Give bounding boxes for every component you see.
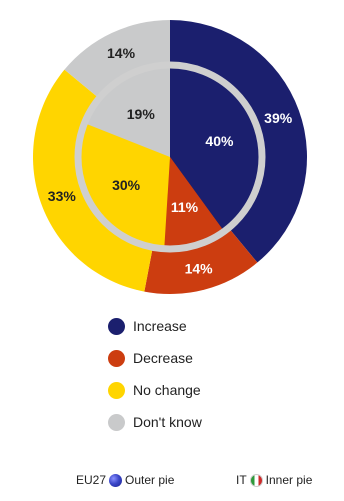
outer-pie-key: EU27 Outer pie bbox=[76, 473, 174, 487]
outer-label-decrease: 14% bbox=[185, 260, 214, 276]
legend-label-increase: Increase bbox=[133, 318, 187, 334]
slice-labels: 39% 14% 33% 14% 40% 11% 30% 19% bbox=[48, 45, 293, 276]
legend: Increase Decrease No change Don't know bbox=[108, 316, 308, 444]
pie-chart: 39% 14% 33% 14% 40% 11% 30% 19% bbox=[33, 20, 308, 294]
legend-swatch-decrease bbox=[108, 349, 125, 367]
separator-ring bbox=[74, 61, 266, 253]
legend-item-increase: Increase bbox=[108, 316, 308, 336]
legend-swatch-increase bbox=[108, 317, 125, 335]
legend-item-dont-know: Don't know bbox=[108, 412, 308, 432]
eu-flag-icon bbox=[109, 473, 123, 487]
outer-label-no-change: 33% bbox=[48, 188, 77, 204]
inner-pie-text: Inner pie bbox=[265, 473, 313, 487]
pie-key-footer: EU27 Outer pie IT Inner pie bbox=[0, 473, 344, 491]
legend-label-decrease: Decrease bbox=[133, 350, 193, 366]
inner-label-decrease: 11% bbox=[171, 199, 199, 215]
legend-item-decrease: Decrease bbox=[108, 348, 308, 368]
inner-label-no-change: 30% bbox=[112, 177, 141, 193]
legend-swatch-dont-know bbox=[108, 413, 125, 431]
outer-label-don-t-know: 14% bbox=[107, 45, 136, 61]
outer-label-increase: 39% bbox=[264, 110, 293, 126]
inner-slice-don-t-know bbox=[86, 67, 170, 157]
legend-label-no-change: No change bbox=[133, 382, 201, 398]
inner-pie-prefix: IT bbox=[236, 473, 247, 487]
inner-label-don-t-know: 19% bbox=[127, 106, 156, 122]
inner-slice-decrease bbox=[164, 157, 223, 247]
inner-pie-key: IT Inner pie bbox=[236, 473, 312, 487]
inner-slice-increase bbox=[170, 67, 260, 230]
legend-label-dont-know: Don't know bbox=[133, 414, 202, 430]
inner-label-increase: 40% bbox=[205, 133, 234, 149]
italy-flag-icon bbox=[249, 473, 263, 487]
outer-pie-text: Outer pie bbox=[125, 473, 175, 487]
legend-swatch-no-change bbox=[108, 381, 125, 399]
outer-pie-prefix: EU27 bbox=[76, 473, 107, 487]
legend-item-no-change: No change bbox=[108, 380, 308, 400]
